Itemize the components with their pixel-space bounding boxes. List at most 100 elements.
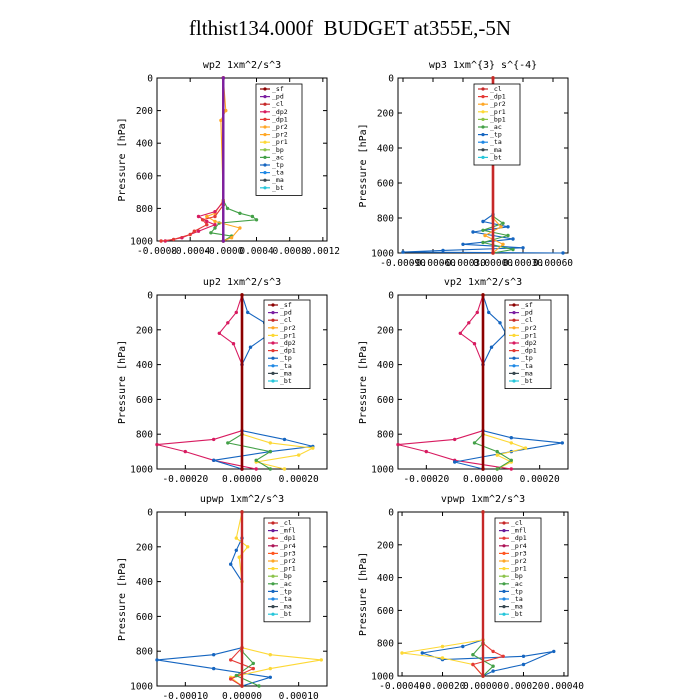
legend-entry: _ma: [280, 369, 292, 377]
legend-entry: _ma: [511, 603, 523, 611]
data-point-tp: [420, 651, 424, 655]
data-point-dp2: [509, 467, 513, 471]
x-tick-label: 0.00060: [533, 258, 573, 269]
y-tick-label: 1000: [130, 237, 153, 248]
panel-title: wp2 1xm^2/s^3: [203, 60, 281, 71]
legend-entry: _pr4: [511, 542, 527, 550]
y-axis-label: Pressure [hPa]: [117, 340, 128, 424]
data-point-pr2: [483, 233, 487, 238]
legend-marker: [271, 333, 275, 337]
legend-entry: _pr1: [280, 565, 296, 573]
legend-entry: _sf: [280, 301, 292, 309]
legend-marker: [271, 536, 275, 540]
legend-entry: _tp: [280, 354, 292, 362]
legend-marker: [502, 597, 506, 601]
x-tick-label: -0.0004: [170, 246, 210, 257]
y-tick-label: 600: [136, 612, 153, 623]
legend-marker: [263, 163, 267, 167]
y-tick-label: 1000: [371, 465, 394, 476]
data-point-dp2: [475, 310, 479, 315]
legend-box: [473, 83, 521, 166]
data-point-pr2: [213, 219, 217, 224]
y-tick-label: 1000: [130, 682, 153, 693]
series-line-ac: [480, 78, 514, 254]
legend-marker: [481, 95, 485, 99]
panel-title: vpwp 1xm^2/s^3: [441, 494, 525, 505]
data-point-ac: [254, 218, 259, 222]
data-point-ac: [471, 653, 475, 657]
data-point-ac: [501, 221, 505, 225]
legend-entry: _mfl: [511, 527, 527, 535]
legend-entry: _cl: [490, 85, 502, 93]
y-tick-label: 600: [136, 171, 153, 182]
legend-entry: _bt: [511, 610, 523, 618]
data-point-ac: [506, 233, 510, 238]
y-axis-label: Pressure [hPa]: [358, 552, 369, 636]
x-tick-label: -0.00020: [403, 474, 449, 485]
data-point-sf: [481, 293, 485, 297]
legend-marker: [271, 303, 275, 307]
data-point-dp1: [229, 677, 233, 681]
legend-marker: [271, 589, 275, 594]
legend-marker: [502, 612, 506, 616]
chart-panel-6: vpwp 1xm^2/s^3 Pressure [hPa] 0 200 400 600 80…: [358, 494, 584, 692]
legend-entry: _pr4: [280, 542, 296, 550]
legend-entry: _pr1: [521, 331, 537, 339]
data-point-dp1: [251, 666, 255, 671]
legend-marker: [263, 178, 267, 182]
legend-entry: _dp1: [280, 347, 296, 355]
data-point-ac: [472, 441, 477, 445]
data-point-dp2: [472, 342, 477, 346]
data-point-tp: [509, 436, 513, 440]
data-point-dp1: [192, 229, 196, 233]
x-tick-label: 0.0008: [273, 246, 308, 257]
legend-marker: [271, 371, 275, 375]
legend-entry: _dp1: [511, 534, 527, 542]
legend-marker: [502, 605, 506, 609]
data-point-dp2: [458, 331, 462, 335]
legend-marker: [481, 133, 485, 137]
data-point-pr1: [268, 441, 272, 445]
legend-marker: [512, 379, 516, 383]
data-point-pr1: [297, 453, 301, 457]
legend-entry: _ta: [280, 595, 292, 603]
legend-entry: _tp: [490, 131, 502, 139]
chart-panel-4: vp2 1xm^2/s^3 Pressure [hPa] 0 200 400 600 800…: [358, 277, 569, 485]
data-point-tp: [561, 251, 565, 255]
legend-marker: [271, 521, 275, 525]
legend-marker: [263, 125, 267, 129]
data-point-ac: [257, 684, 261, 688]
data-point-dp2: [205, 219, 209, 224]
data-point-dp2: [234, 310, 238, 315]
data-point-sf: [240, 293, 244, 297]
legend-entry: _pr1: [490, 108, 506, 116]
data-point-tp: [401, 250, 405, 254]
data-point-tp: [212, 666, 216, 671]
data-point-ac: [509, 458, 513, 462]
legend-entry: _dp2: [272, 108, 288, 116]
data-point-pr2: [238, 226, 242, 230]
data-point-dp2: [424, 449, 428, 454]
legend-entry: _pr2: [272, 123, 288, 131]
data-point-tp: [471, 230, 475, 234]
data-point-ac: [234, 673, 238, 678]
legend-marker: [481, 87, 485, 91]
y-tick-label: 0: [147, 291, 153, 302]
legend-marker: [502, 536, 506, 540]
legend-entry: _dp1: [272, 115, 288, 123]
legend-marker: [502, 529, 506, 533]
data-point-tp: [248, 345, 253, 349]
data-point-ac: [250, 214, 255, 219]
x-tick-label: -0.00030: [440, 258, 486, 269]
y-tick-label: 200: [136, 106, 153, 117]
data-point-tp: [268, 675, 272, 679]
legend-entry: _bt: [490, 153, 502, 161]
legend-marker: [502, 567, 506, 571]
data-point-pr2: [205, 214, 209, 219]
legend-marker: [271, 582, 275, 586]
y-tick-label: 400: [136, 360, 153, 371]
legend-entry: _cl: [280, 316, 292, 324]
legend-entry: _ta: [490, 138, 502, 146]
legend-entry: _sf: [521, 301, 533, 309]
data-point-pr2: [229, 236, 234, 240]
